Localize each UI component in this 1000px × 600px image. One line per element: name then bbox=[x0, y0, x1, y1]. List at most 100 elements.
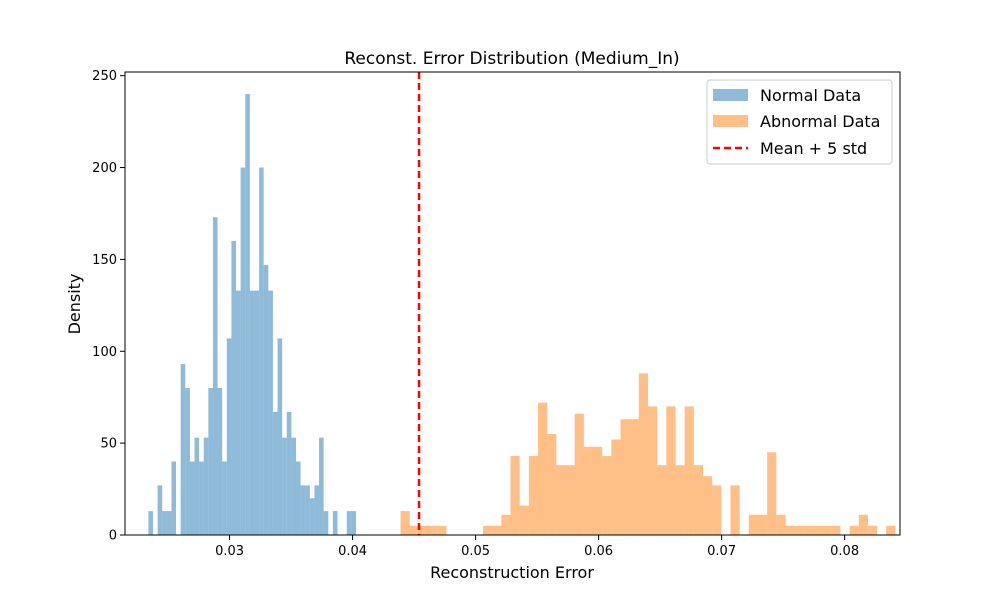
normal-histogram-bar bbox=[148, 511, 153, 535]
plot-frame bbox=[124, 71, 901, 536]
normal-histogram-bar bbox=[351, 511, 356, 535]
normal-histogram-bar bbox=[240, 167, 246, 536]
abnormal-histogram-bar bbox=[428, 525, 438, 535]
abnormal-histogram-bar bbox=[620, 419, 630, 535]
abnormal-histogram-bar bbox=[583, 446, 594, 535]
abnormal-histogram-bar bbox=[730, 485, 740, 535]
abnormal-histogram-bar bbox=[666, 406, 676, 535]
y-axis-title: Density bbox=[65, 274, 84, 335]
abnormal-histogram-bar bbox=[886, 525, 896, 535]
abnormal-histogram-bar bbox=[867, 525, 878, 535]
abnormal-histogram-bar bbox=[528, 456, 539, 535]
abnormal-histogram-bar bbox=[501, 514, 511, 535]
abnormal-histogram-bar bbox=[538, 402, 548, 535]
y-tick-label: 150 bbox=[92, 253, 117, 268]
abnormal-histogram-bar bbox=[648, 406, 658, 535]
abnormal-histogram-bar bbox=[684, 406, 694, 535]
normal-histogram-bar bbox=[217, 388, 223, 535]
normal-histogram-bar bbox=[226, 338, 232, 535]
abnormal-histogram-bar bbox=[629, 419, 639, 535]
legend-label-abnormal: Abnormal Data bbox=[760, 112, 880, 131]
abnormal-histogram-bar bbox=[556, 465, 566, 535]
normal-histogram-bar bbox=[185, 388, 190, 535]
normal-histogram-bar bbox=[309, 498, 315, 535]
abnormal-histogram-bar bbox=[794, 525, 804, 535]
abnormal-histogram-bar bbox=[638, 373, 648, 535]
abnormal-histogram-bar bbox=[675, 465, 685, 535]
normal-histogram-bar bbox=[157, 485, 163, 535]
abnormal-histogram-bar bbox=[418, 525, 429, 535]
y-tick-label: 250 bbox=[92, 69, 117, 84]
y-tick-label: 200 bbox=[92, 161, 117, 176]
abnormal-histogram-bar bbox=[767, 452, 777, 535]
normal-histogram-bar bbox=[236, 290, 241, 535]
histogram-bars bbox=[148, 94, 896, 536]
normal-histogram-bar bbox=[212, 217, 218, 535]
normal-histogram-bar bbox=[259, 167, 264, 536]
x-tick-label: 0.08 bbox=[830, 544, 859, 559]
normal-histogram-bar bbox=[323, 511, 329, 535]
y-axis: 0 50 100 150 200 250 bbox=[92, 69, 125, 544]
x-tick-label: 0.04 bbox=[338, 544, 367, 559]
normal-histogram-bar bbox=[305, 485, 310, 535]
legend: Normal Data Abnormal Data Mean + 5 std bbox=[706, 79, 893, 165]
normal-histogram-bar bbox=[282, 437, 287, 535]
y-tick-label: 50 bbox=[100, 437, 117, 452]
abnormal-histogram-bar bbox=[702, 476, 713, 535]
legend-box bbox=[706, 79, 893, 165]
normal-histogram-bar bbox=[222, 461, 227, 535]
abnormal-histogram-bar bbox=[547, 433, 557, 535]
normal-histogram-bar bbox=[332, 511, 338, 535]
chart-title: Reconst. Error Distribution (Medium_In) bbox=[344, 49, 679, 69]
normal-histogram-bar bbox=[319, 437, 324, 535]
x-tick-label: 0.05 bbox=[461, 544, 490, 559]
normal-histogram-bar bbox=[277, 338, 283, 535]
normal-histogram-bar bbox=[203, 437, 209, 535]
abnormal-histogram-bar bbox=[822, 525, 832, 535]
abnormal-histogram-bar bbox=[803, 525, 813, 535]
abnormal-histogram-bar bbox=[602, 456, 612, 535]
normal-histogram-bar bbox=[291, 437, 296, 535]
normal-histogram-bar bbox=[199, 461, 204, 535]
normal-histogram-bar bbox=[295, 461, 301, 535]
abnormal-histogram-bar bbox=[409, 525, 419, 535]
abnormal-histogram-bar bbox=[565, 465, 575, 535]
abnormal-histogram-bar bbox=[757, 514, 768, 535]
abnormal-histogram-bar bbox=[510, 456, 520, 535]
normal-histogram-bar bbox=[249, 290, 255, 535]
abnormal-histogram-bar bbox=[693, 465, 703, 535]
abnormal-histogram-bar bbox=[483, 525, 493, 535]
abnormal-histogram-bar bbox=[748, 514, 758, 535]
normal-histogram-bar bbox=[346, 511, 352, 535]
legend-swatch-abnormal bbox=[713, 115, 748, 127]
x-tick-label: 0.06 bbox=[584, 544, 613, 559]
legend-label-threshold: Mean + 5 std bbox=[760, 139, 867, 158]
normal-histogram-bar bbox=[208, 388, 213, 535]
normal-histogram-bar bbox=[171, 461, 177, 535]
abnormal-histogram-bar bbox=[657, 465, 667, 535]
abnormal-histogram-bar bbox=[831, 525, 841, 535]
abnormal-histogram-bar bbox=[849, 525, 859, 535]
abnormal-histogram-bar bbox=[400, 511, 410, 535]
abnormal-histogram-bar bbox=[519, 505, 529, 535]
normal-histogram-bar bbox=[272, 411, 278, 535]
abnormal-histogram-bar bbox=[593, 446, 603, 535]
normal-histogram-bar bbox=[162, 511, 167, 535]
abnormal-histogram-bar bbox=[776, 514, 786, 535]
y-tick-label: 100 bbox=[92, 345, 117, 360]
normal-histogram-bar bbox=[245, 94, 250, 536]
normal-histogram-bar bbox=[314, 485, 320, 535]
legend-swatch-normal bbox=[713, 89, 748, 101]
abnormal-histogram-bar bbox=[858, 514, 868, 535]
normal-histogram-bar bbox=[231, 241, 237, 535]
normal-histogram-bar bbox=[263, 264, 269, 535]
normal-histogram-bar bbox=[180, 364, 186, 535]
abnormal-histogram-bar bbox=[812, 525, 823, 535]
x-axis-title: Reconstruction Error bbox=[430, 563, 594, 582]
abnormal-histogram-bar bbox=[785, 525, 795, 535]
x-axis: 0.03 0.04 0.05 0.06 0.07 0.08 bbox=[215, 535, 859, 559]
abnormal-histogram-bar bbox=[492, 525, 502, 535]
y-tick-label: 0 bbox=[109, 529, 117, 544]
abnormal-histogram-bar bbox=[437, 525, 447, 535]
legend-label-normal: Normal Data bbox=[760, 86, 861, 105]
